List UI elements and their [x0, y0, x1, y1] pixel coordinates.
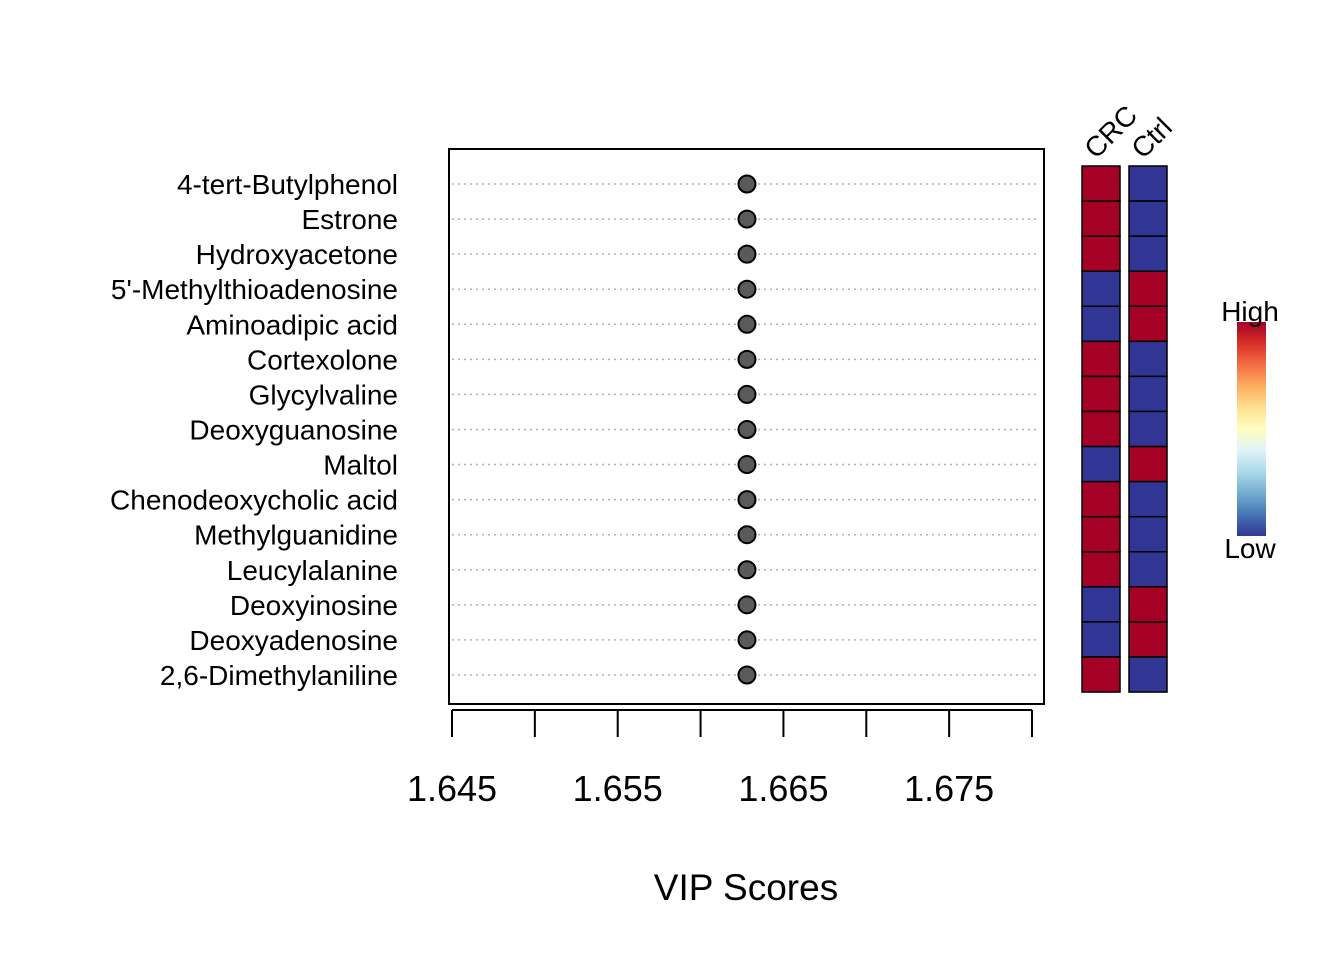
feature-label: Cortexolone [247, 344, 398, 375]
heatmap-cell [1081, 410, 1121, 448]
heatmap-cell [1081, 445, 1121, 483]
feature-label: 5'-Methylthioadenosine [111, 274, 398, 305]
feature-label: Aminoadipic acid [186, 309, 398, 340]
feature-label: Leucylalanine [227, 555, 398, 586]
data-point [737, 455, 757, 475]
data-point [737, 595, 757, 615]
feature-label: Methylguanidine [194, 520, 398, 551]
heatmap-cell [1128, 165, 1168, 202]
heatmap-cell [1128, 375, 1168, 413]
data-point [737, 174, 757, 194]
data-point [737, 384, 757, 404]
data-point [737, 490, 757, 510]
heatmap-cell [1128, 340, 1168, 378]
feature-label: Maltol [323, 450, 398, 481]
heatmap-cell [1081, 586, 1121, 623]
heatmap-cell [1081, 515, 1121, 553]
data-point [737, 630, 757, 650]
data-point [737, 209, 757, 229]
feature-label: Hydroxyacetone [196, 239, 398, 270]
x-axis-title: VIP Scores [654, 867, 838, 908]
heatmap-cell [1081, 235, 1121, 272]
heatmap-cell [1081, 305, 1121, 343]
legend-high-label: High [1221, 296, 1279, 327]
heatmap-cell [1128, 515, 1168, 553]
heatmap-cell [1081, 375, 1121, 413]
x-axis: 1.645 1.655 1.665 1.675 [407, 709, 1033, 809]
x-tick-label: 1.675 [904, 768, 994, 809]
data-point [737, 525, 757, 545]
data-point [737, 560, 757, 580]
heatmap-cell [1128, 480, 1168, 518]
data-point [737, 419, 757, 439]
heatmap-cell [1128, 270, 1168, 308]
color-legend: High Low [1221, 296, 1279, 564]
x-tick-label: 1.645 [407, 768, 497, 809]
feature-label: Chenodeoxycholic acid [110, 485, 398, 516]
feature-label: 4-tert-Butylphenol [177, 169, 398, 200]
feature-labels: 4-tert-Butylphenol Estrone Hydroxyacetone 5… [110, 169, 398, 691]
group-label: CRC [1078, 99, 1143, 164]
feature-label: Estrone [302, 204, 399, 235]
heatmap-cell [1081, 656, 1121, 693]
heatmap-cell [1081, 165, 1121, 202]
heatmap-cell [1081, 621, 1121, 658]
feature-label: Deoxyinosine [230, 590, 398, 621]
data-point [737, 314, 757, 334]
heatmap-cell [1081, 480, 1121, 518]
x-tick-label: 1.655 [573, 768, 663, 809]
heatmap-cell [1128, 621, 1168, 658]
feature-label: Deoxyguanosine [189, 414, 398, 445]
heatmap-cell [1128, 445, 1168, 483]
heatmap-cell [1128, 200, 1168, 237]
data-point [737, 244, 757, 264]
heatmap-cell [1128, 586, 1168, 623]
data-point [737, 349, 757, 369]
heatmap-cell [1128, 235, 1168, 272]
heatmap-cell [1081, 551, 1121, 588]
heatmap-cell [1081, 340, 1121, 378]
heatmap-cell [1081, 200, 1121, 237]
legend-low-label: Low [1224, 533, 1276, 564]
heatmap-cell [1128, 305, 1168, 343]
plot-frame [448, 148, 1045, 705]
data-points [737, 174, 757, 685]
legend-gradient-bar [1237, 322, 1266, 536]
heatmap-cell [1081, 270, 1121, 308]
x-tick-label: 1.665 [738, 768, 828, 809]
data-point [737, 665, 757, 685]
heatmap-cell [1128, 656, 1168, 693]
feature-label: Deoxyadenosine [189, 625, 398, 656]
feature-label: 2,6-Dimethylaniline [160, 660, 398, 691]
data-point [737, 279, 757, 299]
heatmap-cell [1128, 551, 1168, 588]
heatmap-cell [1128, 410, 1168, 448]
feature-label: Glycylvaline [249, 379, 398, 410]
